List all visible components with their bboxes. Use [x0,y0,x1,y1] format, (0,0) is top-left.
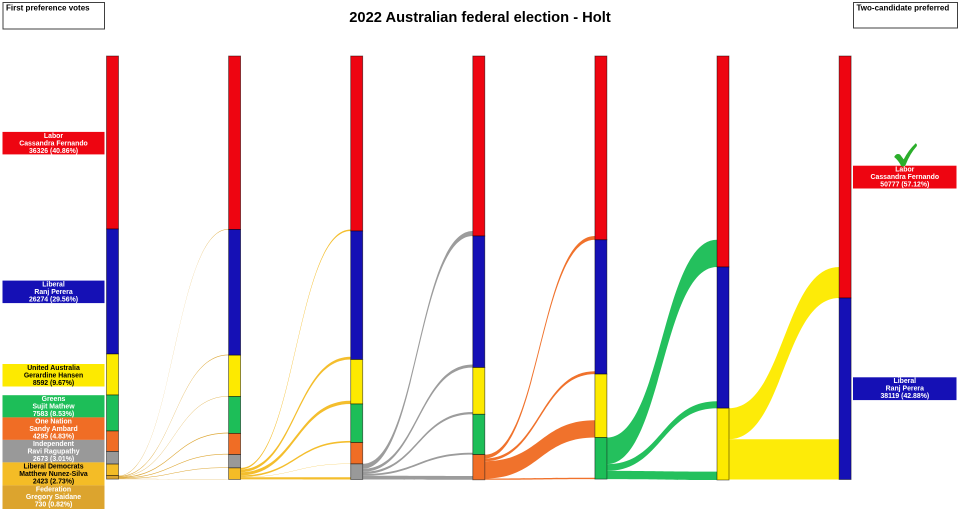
svg-text:Gregory Saidane: Gregory Saidane [26,494,81,501]
svg-text:Liberal Democrats: Liberal Democrats [23,463,83,470]
svg-text:38119 (42.88%): 38119 (42.88%) [880,393,929,400]
svg-text:Matthew Nunez-Silva: Matthew Nunez-Silva [19,471,88,478]
svg-text:2423 (2.73%): 2423 (2.73%) [33,478,74,485]
svg-text:Two-candidate preferred: Two-candidate preferred [857,4,950,13]
svg-text:Ravi Ragupathy: Ravi Ragupathy [27,448,79,455]
svg-text:Ranj Perera: Ranj Perera [34,289,72,296]
svg-text:Liberal: Liberal [894,378,917,385]
svg-text:Sandy Ambard: Sandy Ambard [29,426,77,433]
svg-text:50777 (57.12%): 50777 (57.12%) [880,182,929,189]
svg-text:Liberal: Liberal [42,282,65,289]
svg-text:7583 (8.53%): 7583 (8.53%) [33,411,74,418]
svg-text:Labor: Labor [895,167,914,174]
svg-text:Ranj Perera: Ranj Perera [886,386,924,393]
svg-text:4295 (4.83%): 4295 (4.83%) [33,433,74,440]
svg-text:8592 (9.67%): 8592 (9.67%) [33,380,74,387]
svg-text:Gerardine Hansen: Gerardine Hansen [24,372,83,379]
svg-text:One Nation: One Nation [35,418,72,425]
svg-text:2673 (3.01%): 2673 (3.01%) [33,456,74,463]
svg-text:730 (0.82%): 730 (0.82%) [35,501,73,508]
svg-text:Sujit Mathew: Sujit Mathew [32,404,75,411]
svg-text:First preference votes: First preference votes [6,4,90,13]
svg-text:United Australia: United Australia [27,365,80,372]
svg-text:26274 (29.56%): 26274 (29.56%) [29,297,78,304]
svg-text:Cassandra Fernando: Cassandra Fernando [871,174,940,181]
svg-text:Cassandra Fernando: Cassandra Fernando [19,140,88,147]
svg-text:36326 (40.86%): 36326 (40.86%) [29,148,78,155]
svg-text:Labor: Labor [44,133,63,140]
svg-text:2022 Australian federal electi: 2022 Australian federal election - Holt [349,10,611,26]
svg-text:Federation: Federation [36,486,71,493]
svg-text:Greens: Greens [42,396,66,403]
svg-text:Independent: Independent [33,441,75,448]
